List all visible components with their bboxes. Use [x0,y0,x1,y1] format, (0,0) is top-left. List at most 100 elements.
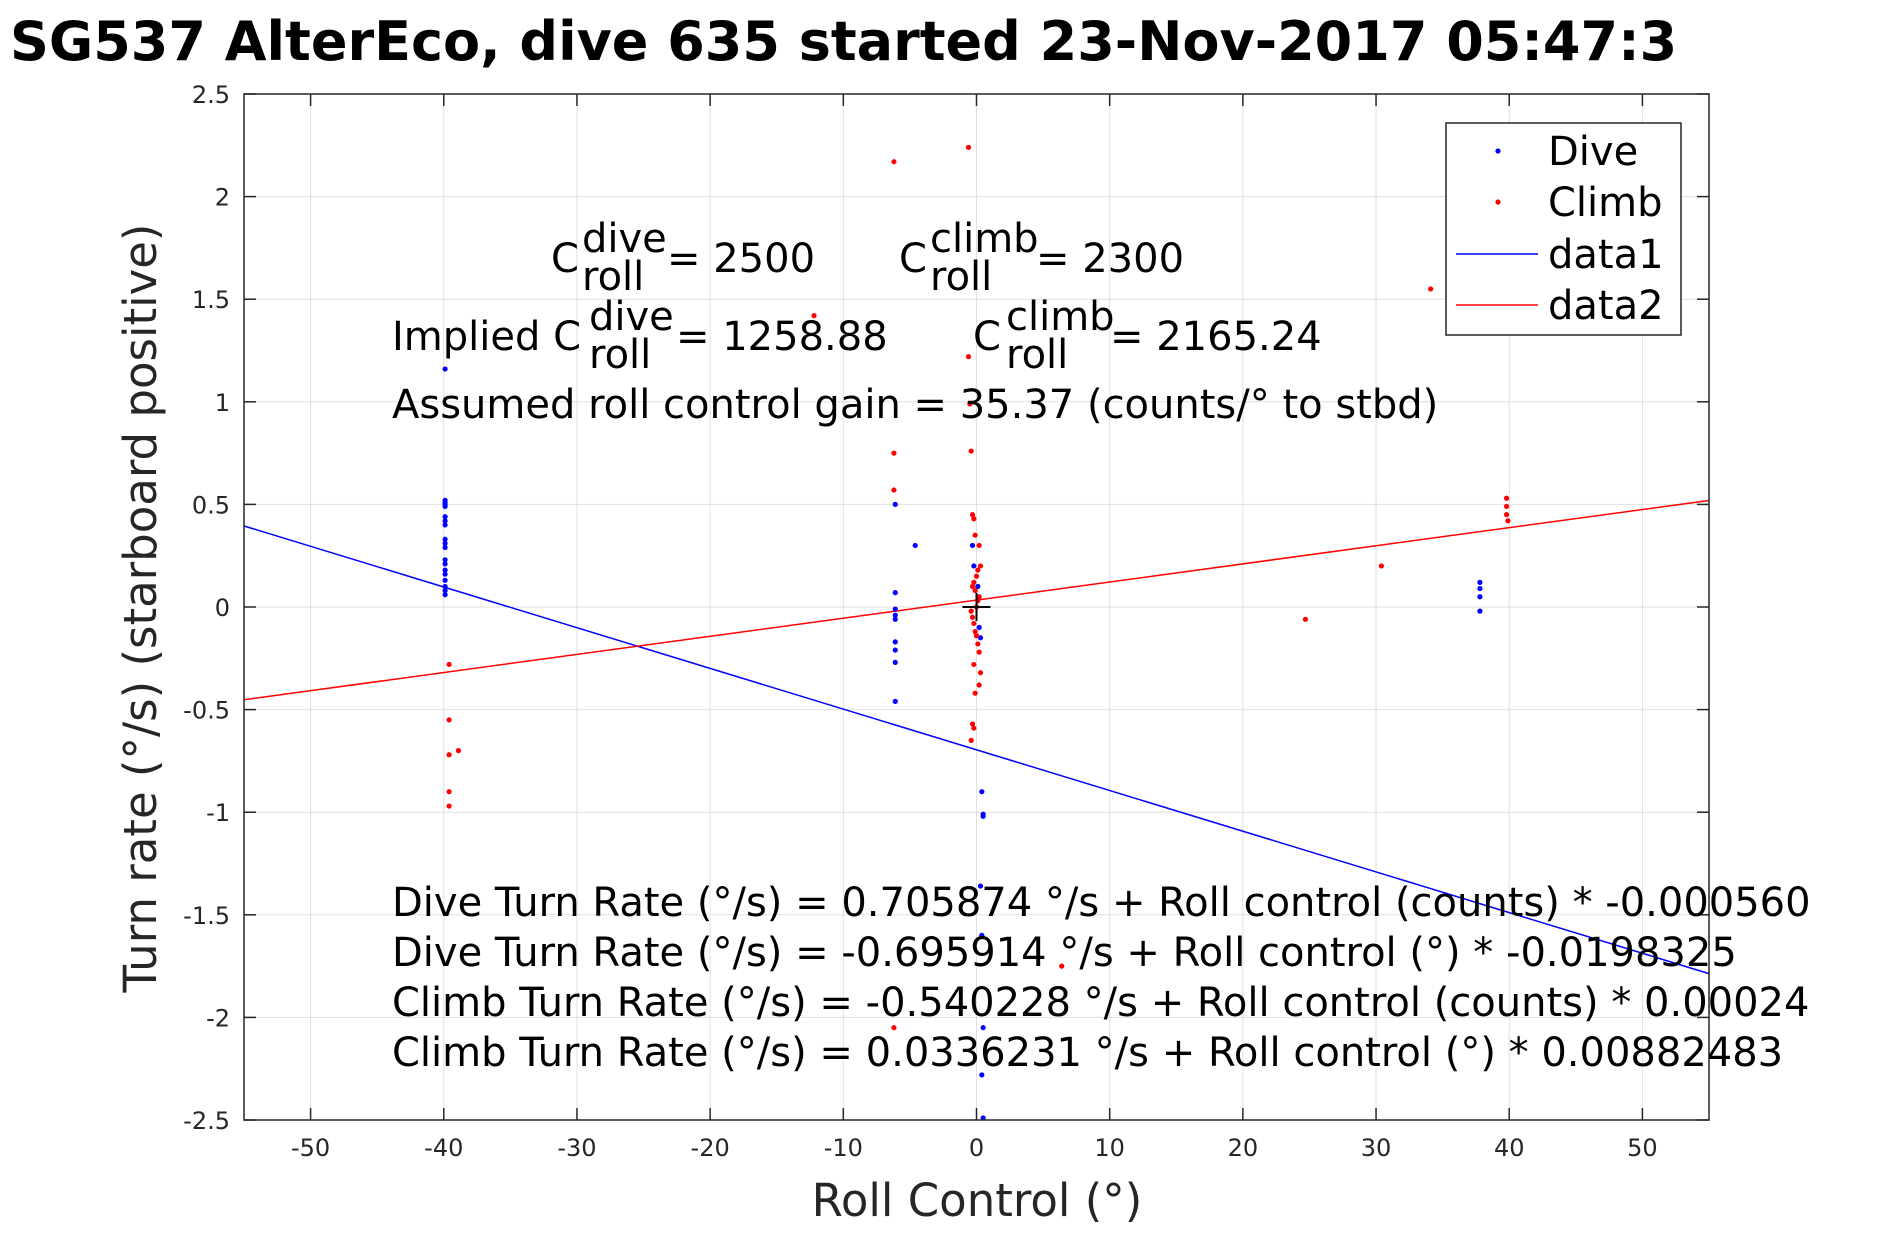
point-dive [1477,579,1483,585]
point-climb [968,737,974,743]
y-tick-label: 1.5 [192,286,230,314]
y-tick-label: -1.5 [183,902,230,930]
tick-labels: -50 -40 -30 -20 -10 0 10 20 30 40 50-2.5-2-1.5-1-0… [183,81,1658,1162]
point-climb [972,690,978,696]
point-climb [971,516,977,522]
point-climb [1059,963,1065,969]
point-dive [1477,608,1483,614]
c-climb-prefix: C [899,236,927,282]
c-dive-value: = 2500 [667,236,815,282]
annotation-gain: Assumed roll control gain = 35.37 (count… [392,382,1438,428]
point-dive [976,624,982,631]
point-climb [446,803,452,809]
point-dive [977,635,984,641]
point-dive [971,563,977,569]
point-climb [977,563,984,569]
point-dive [892,501,898,507]
implied-climb-sub: roll [1006,332,1068,378]
svg-text:C: C [973,314,1001,360]
x-tick-label: 30 [1361,1134,1392,1162]
legend-label-dive: Dive [1548,129,1638,175]
point-dive [975,583,981,590]
point-climb [976,682,982,688]
point-climb [975,641,981,647]
x-tick-label: -50 [291,1134,330,1162]
point-dive [892,639,898,645]
svg-text:roll: roll [589,332,651,378]
point-climb [891,487,897,493]
y-tick-label: -0.5 [183,697,230,725]
x-tick-label: -10 [824,1134,863,1162]
point-dive [442,561,448,567]
point-dive [442,518,448,524]
svg-text:Implied C: Implied C [392,314,581,360]
point-climb [976,649,982,655]
svg-text:dive: dive [589,294,674,340]
annotation-implied: Implied C dive roll = 1258.88 C climb ro… [392,294,1322,378]
point-climb [972,587,978,594]
point-dive [442,567,448,573]
legend-label-data2: data2 [1548,283,1664,329]
point-climb [972,532,978,538]
point-climb [1503,512,1510,518]
point-climb [969,721,976,727]
svg-text:climb: climb [930,216,1039,262]
point-dive [442,536,448,542]
c-climb-value: = 2300 [1036,236,1184,282]
point-dive [980,1025,986,1031]
point-dive [980,813,986,819]
origin-marker [962,593,991,621]
point-climb [968,448,974,454]
point-dive [1477,594,1483,600]
point-climb [976,542,982,549]
point-climb [973,573,980,579]
point-dive [442,503,448,510]
point-dive [979,1072,985,1078]
svg-text:= 1258.88: = 1258.88 [676,314,888,360]
svg-text:= 2300: = 2300 [1036,236,1184,282]
y-tick-label: -2.5 [183,1107,230,1135]
svg-text:roll: roll [582,254,644,300]
x-tick-label: -30 [557,1134,596,1162]
implied-prefix: Implied C [392,314,581,360]
y-tick-label: 2.5 [192,81,230,109]
point-climb [971,579,977,585]
point-climb [446,661,452,668]
point-climb [968,608,974,614]
point-climb [446,752,452,758]
legend: Dive Climb data1 data2 [1445,122,1682,336]
point-climb [973,633,980,639]
c-dive-prefix: C [551,236,579,282]
point-climb [971,725,977,731]
annotation-c-climb: C climb roll = 2300 [899,216,1184,300]
c-dive-sub: roll [582,254,644,300]
point-climb [1302,616,1309,622]
y-tick-label: -1 [206,799,230,827]
point-climb [976,594,982,600]
point-dive [442,557,448,563]
point-dive [442,366,448,372]
x-axis-label: Roll Control (°) [812,1174,1143,1227]
svg-text:= 2500: = 2500 [667,236,815,282]
point-dive [979,789,985,795]
point-climb [891,1025,897,1031]
legend-label-data1: data1 [1548,232,1664,278]
point-climb [446,789,452,795]
point-dive [892,612,898,618]
point-climb [971,620,977,627]
point-climb [1378,563,1384,569]
x-tick-label: 40 [1494,1134,1525,1162]
data-points [442,144,1511,1121]
point-dive [892,647,898,653]
point-climb [1428,286,1434,292]
point-dive [442,522,448,528]
annotation-fit-1: Dive Turn Rate (°/s) = 0.705874 °/s + Ro… [392,880,1811,926]
implied-climb-value: = 2165.24 [1110,314,1322,360]
point-climb [972,629,978,635]
point-climb [1503,503,1510,510]
y-tick-label: 0 [215,594,230,622]
legend-box [1445,122,1682,336]
point-climb [891,450,897,456]
x-tick-label: 50 [1627,1134,1658,1162]
fit-line-data1 [243,525,1710,975]
